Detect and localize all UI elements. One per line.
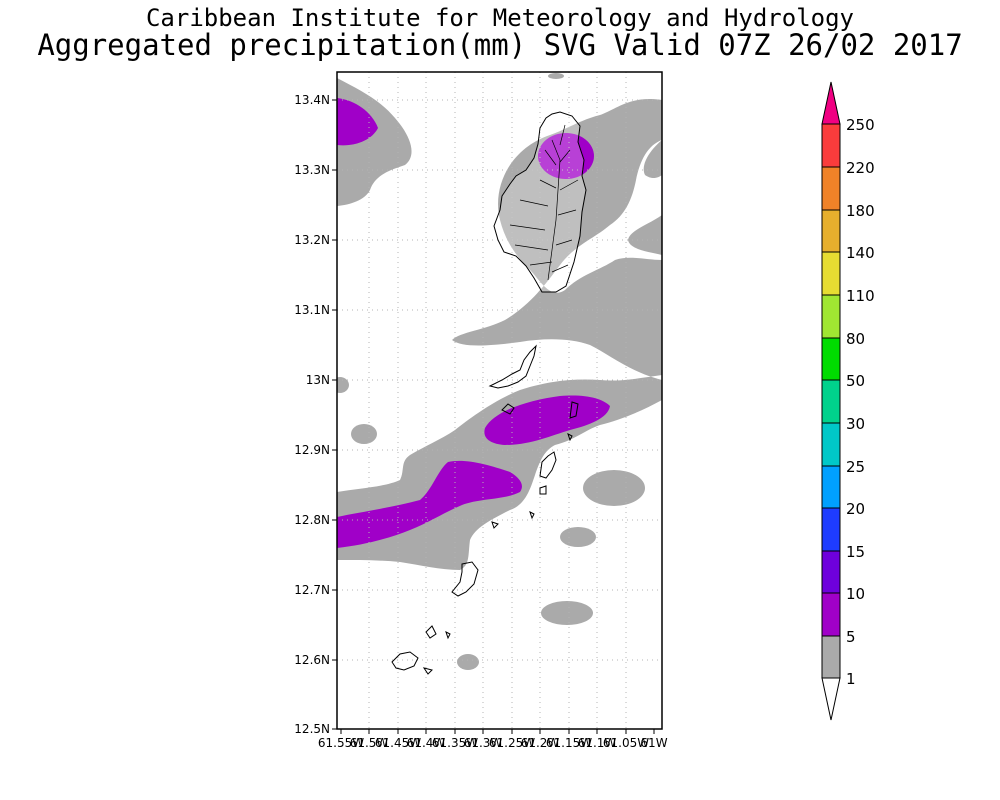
colorbar-labels: 1 5 10 15 20 25 30 50 80 110 140 180 220… bbox=[846, 116, 875, 688]
colorbar-label: 220 bbox=[846, 159, 875, 177]
colorbar-label: 5 bbox=[846, 628, 856, 646]
lat-ticks bbox=[332, 99, 337, 730]
lat-label: 12.6N bbox=[294, 653, 330, 667]
precip-spot-west-13n bbox=[337, 377, 349, 393]
colorbar-segment bbox=[821, 635, 841, 679]
small-cay-7 bbox=[445, 631, 451, 640]
lon-label: 61.3W bbox=[464, 736, 503, 750]
precip-spot-126n bbox=[541, 601, 593, 625]
institute-title: Caribbean Institute for Meteorology and … bbox=[145, 4, 854, 32]
colorbar-top-arrow bbox=[821, 81, 841, 125]
lon-label: 61.35W bbox=[432, 736, 478, 750]
small-cay-5 bbox=[425, 625, 437, 639]
colorbar-label: 20 bbox=[846, 500, 865, 518]
colorbar-segment bbox=[821, 337, 841, 381]
product-title: Aggregated precipitation(mm) SVG Valid 0… bbox=[37, 28, 963, 62]
lon-labels: 61.55W 61.5W 61.45W 61.4W 61.35W 61.3W 6… bbox=[318, 736, 668, 750]
bequia-outline bbox=[488, 344, 537, 389]
small-cay-2 bbox=[569, 401, 579, 419]
small-cay-6 bbox=[422, 667, 433, 675]
colorbar-segment bbox=[821, 123, 841, 168]
colorbar-label: 1 bbox=[846, 670, 856, 688]
colorbar-label: 10 bbox=[846, 585, 865, 603]
colorbar-segment bbox=[821, 550, 841, 594]
colorbar-label: 180 bbox=[846, 202, 875, 220]
precip-spot-127n bbox=[560, 527, 596, 547]
lat-label: 13.4N bbox=[294, 93, 330, 107]
lon-label: 61.1W bbox=[578, 736, 617, 750]
lon-label: 61.2W bbox=[521, 736, 560, 750]
colorbar: 1 5 10 15 20 25 30 50 80 110 140 180 220… bbox=[821, 81, 875, 721]
lon-label: 61.25W bbox=[489, 736, 535, 750]
precip-spot-west-129n bbox=[351, 424, 377, 444]
colorbar-segment bbox=[821, 294, 841, 339]
precip-1-5mm-areas bbox=[337, 73, 662, 670]
lon-label: 61W bbox=[640, 736, 667, 750]
small-cay-3 bbox=[529, 511, 535, 520]
lat-label: 13.1N bbox=[294, 303, 330, 317]
colorbar-segment bbox=[821, 209, 841, 253]
colorbar-segment bbox=[821, 465, 841, 509]
lon-label: 61.4W bbox=[407, 736, 446, 750]
precip-spot-north-edge bbox=[548, 73, 564, 79]
precip-spot-east-128n bbox=[583, 470, 645, 506]
colorbar-label: 80 bbox=[846, 330, 865, 348]
lat-label: 13.3N bbox=[294, 163, 330, 177]
graticule bbox=[337, 72, 662, 729]
lat-label: 12.7N bbox=[294, 583, 330, 597]
colorbar-label: 250 bbox=[846, 116, 875, 134]
colorbar-segment bbox=[821, 592, 841, 637]
colorbar-label: 30 bbox=[846, 415, 865, 433]
precip-core-northwest bbox=[337, 98, 378, 146]
precip-area-main-band bbox=[337, 98, 662, 570]
small-cay-4 bbox=[491, 521, 499, 529]
lat-label: 12.5N bbox=[294, 722, 330, 736]
precip-area-east-edge bbox=[643, 140, 662, 179]
lon-label: 61.15W bbox=[546, 736, 592, 750]
colorbar-segment bbox=[821, 422, 841, 467]
precip-core-bequia bbox=[484, 395, 610, 445]
small-cay-1 bbox=[539, 485, 547, 495]
lon-label: 61.45W bbox=[375, 736, 421, 750]
st-vincent-rivers bbox=[509, 124, 579, 281]
carriacou-outline bbox=[451, 561, 479, 597]
precip-core-st-vincent bbox=[538, 133, 594, 179]
island-outlines bbox=[391, 111, 587, 675]
st-vincent-outline bbox=[493, 111, 587, 293]
precip-area-southeast-patch bbox=[628, 215, 662, 255]
precip-5-10mm-areas bbox=[337, 98, 610, 548]
lat-label: 12.8N bbox=[294, 513, 330, 527]
lon-label: 61.55W bbox=[318, 736, 364, 750]
petite-martinique-outline bbox=[391, 651, 419, 671]
lon-label: 61.5W bbox=[350, 736, 389, 750]
map-plot-area bbox=[337, 72, 662, 729]
colorbar-segment bbox=[821, 379, 841, 424]
colorbar-segment bbox=[821, 251, 841, 296]
precip-spot-south bbox=[457, 654, 479, 670]
colorbar-label: 110 bbox=[846, 287, 875, 305]
lat-labels: 13.4N 13.3N 13.2N 13.1N 13N 12.9N 12.8N … bbox=[294, 93, 330, 736]
mustique-outline bbox=[501, 403, 515, 415]
colorbar-label: 50 bbox=[846, 372, 865, 390]
colorbar-bottom-arrow bbox=[821, 677, 841, 721]
small-cay-8 bbox=[567, 433, 573, 442]
lat-label: 13.2N bbox=[294, 233, 330, 247]
map-frame bbox=[336, 71, 663, 730]
lat-label: 13N bbox=[306, 373, 330, 387]
colorbar-segment bbox=[821, 507, 841, 552]
canouan-outline bbox=[539, 451, 557, 479]
colorbar-segment bbox=[821, 166, 841, 211]
colorbar-label: 15 bbox=[846, 543, 865, 561]
lon-label: 61.05W bbox=[603, 736, 649, 750]
colorbar-label: 25 bbox=[846, 458, 865, 476]
lon-ticks bbox=[340, 729, 655, 734]
precip-core-canouan bbox=[337, 460, 522, 548]
lat-label: 12.9N bbox=[294, 443, 330, 457]
colorbar-label: 140 bbox=[846, 244, 875, 262]
